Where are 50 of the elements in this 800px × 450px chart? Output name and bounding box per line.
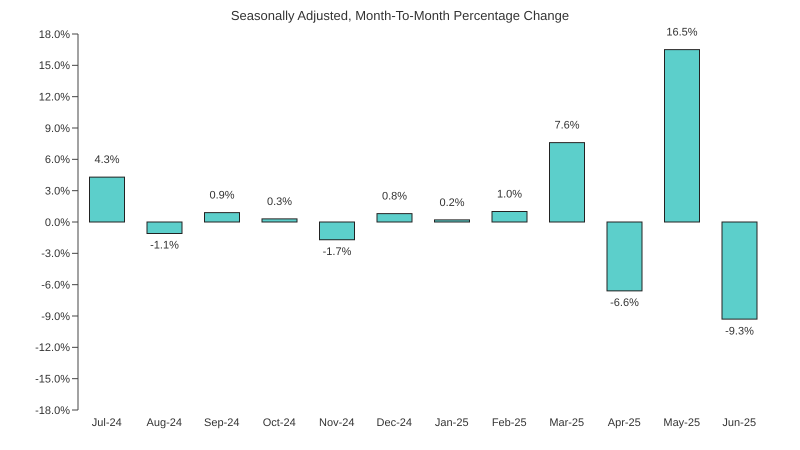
y-tick-label: -15.0%	[35, 374, 70, 386]
data-label: 0.3%	[266, 196, 292, 208]
bar	[146, 222, 182, 234]
y-tick-label: 12.0%	[38, 92, 70, 104]
bar	[262, 218, 298, 222]
data-label: -9.3%	[725, 325, 754, 338]
bar	[376, 213, 412, 222]
x-tick-label: Aug-24	[146, 416, 182, 429]
y-tick-label: -9.0%	[41, 310, 70, 323]
bar	[319, 222, 355, 240]
x-tick-label: Jun-25	[722, 416, 756, 429]
x-tick-label: Sep-24	[204, 416, 240, 429]
bar	[664, 49, 700, 222]
data-label: 7.6%	[554, 120, 580, 132]
bar	[549, 142, 585, 222]
bar	[606, 222, 642, 292]
x-tick-label: Oct-24	[262, 416, 296, 429]
x-tick-label: Feb-25	[492, 416, 527, 429]
bar	[492, 211, 528, 222]
y-tick-label: -6.0%	[41, 280, 70, 292]
x-tick-label: Mar-25	[549, 416, 584, 429]
bar	[722, 222, 758, 320]
bar	[89, 176, 125, 222]
data-label: -1.1%	[150, 240, 180, 252]
y-tick-label: 9.0%	[44, 122, 70, 135]
x-tick-label: Jan-25	[434, 416, 469, 429]
y-tick-label: 18.0%	[38, 28, 70, 41]
y-tick-label: 0.0%	[44, 216, 70, 229]
y-tick-label: -3.0%	[41, 248, 70, 260]
data-label: 16.5%	[666, 26, 698, 39]
y-tick-label: -18.0%	[35, 404, 70, 417]
y-tick-label: -12.0%	[35, 342, 70, 354]
data-label: 0.8%	[382, 190, 408, 203]
data-label: -1.7%	[322, 246, 352, 258]
x-tick-label: Dec-24	[376, 416, 412, 429]
y-tick-label: 15.0%	[38, 60, 70, 72]
x-tick-label: May-25	[663, 416, 700, 429]
data-label: -6.6%	[610, 297, 640, 310]
data-label: 4.3%	[94, 154, 120, 166]
data-label: 1.0%	[496, 188, 522, 201]
data-label: 0.2%	[439, 196, 465, 209]
data-label: 0.9%	[209, 190, 235, 202]
bar	[204, 212, 240, 222]
bar	[434, 219, 470, 222]
x-tick-label: Jul-24	[92, 416, 122, 429]
y-tick-label: 6.0%	[44, 154, 70, 166]
y-tick-label: 3.0%	[44, 186, 70, 198]
x-tick-label: Nov-24	[319, 416, 354, 429]
x-tick-label: Apr-25	[608, 416, 641, 429]
chart-title: Seasonally Adjusted, Month-To-Month Percentage Change	[230, 8, 570, 25]
